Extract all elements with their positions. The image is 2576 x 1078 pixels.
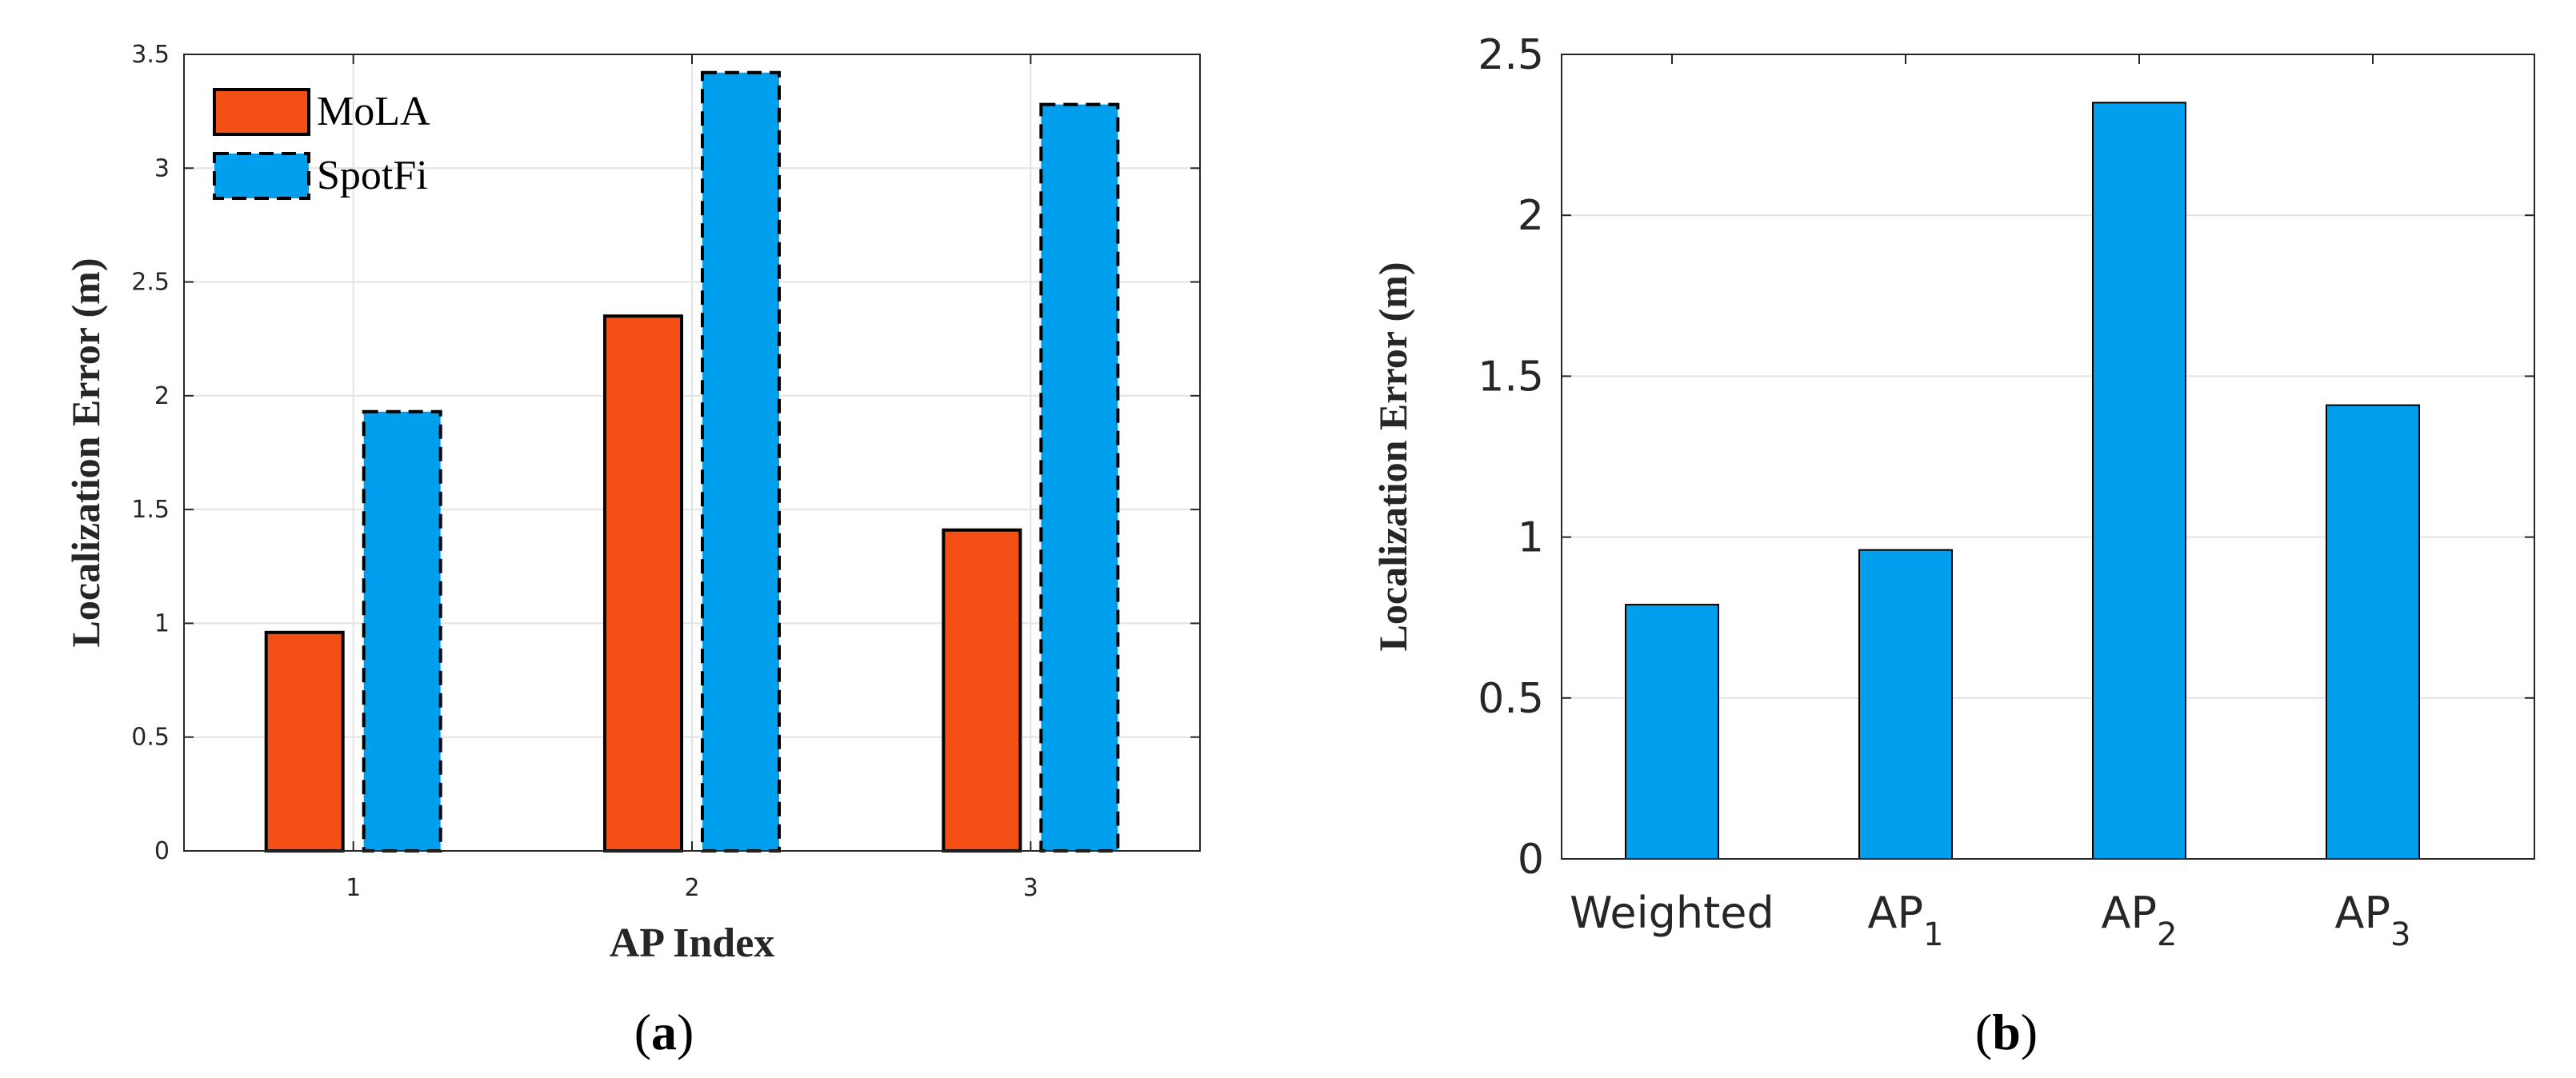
legend-label-mola: MoLA [317,89,430,134]
x-tick-label: AP2 [2102,888,2178,953]
bar-ap3 [2326,404,2420,860]
legend-a: MoLA SpotFi [213,88,430,200]
y-tick-label: 2.5 [131,269,170,297]
legend-swatch-mola [213,88,310,136]
caption-paren-open: ( [1975,1004,1992,1060]
bar-mola-3 [942,528,1022,852]
bar-weighted [1625,604,1719,860]
caption-letter: a [651,1004,677,1060]
x-tick-label: Weighted [1570,888,1774,938]
panel-caption-b: (b) [1975,1004,2038,1060]
bar-ap1 [1858,549,1953,860]
y-tick-label: 2 [1518,192,1544,240]
legend-label-spotfi: SpotFi [317,153,428,198]
y-tick-label: 1.5 [131,496,170,524]
x-tick-label-subscript: 1 [1923,916,1943,953]
y-tick-label: 2.5 [1478,31,1544,79]
y-tick-label: 2 [154,382,170,410]
x-tick-label: AP3 [2335,888,2411,953]
x-axis-label: AP Index [610,920,775,966]
chart-panel-a: 0 0.5 1 1.5 2 2.5 3 3.5 1 2 3 MoLA SpotFi AP Index Loc… [63,41,1201,1060]
x-tick-label-base: AP [2102,888,2158,938]
x-tick-label-base: AP [2335,888,2391,938]
legend-swatch-spotfi [213,152,310,200]
y-tick-label: 3.5 [131,41,170,69]
y-tick-label: 0 [154,837,170,865]
y-tick-label: 1.5 [1478,353,1544,401]
y-tick-label: 0 [1518,836,1544,884]
y-tick-label: 0.5 [1478,675,1544,723]
x-tick-label: 3 [1023,874,1038,902]
x-tick-label-subscript: 2 [2157,916,2177,953]
caption-paren-close: ) [2021,1004,2038,1060]
x-tick-label-subscript: 3 [2390,916,2410,953]
x-tick-label: 1 [346,874,361,902]
y-axis-label: Localization Error (m) [1370,262,1415,652]
bar-mola-2 [603,314,683,852]
bar-spotfi-3 [1039,102,1120,852]
x-tick-label-base: AP [1868,888,1924,938]
x-tick-label: AP1 [1868,888,1944,953]
y-tick-label: 0.5 [131,724,170,752]
bar-spotfi-1 [362,409,442,852]
axes-box-a [183,54,1201,852]
panel-caption-a: (a) [634,1004,694,1060]
bar-mola-1 [264,630,345,852]
y-tick-label: 1 [154,609,170,637]
y-tick-label: 1 [1518,514,1544,562]
caption-letter: b [1992,1004,2021,1060]
caption-paren-close: ) [677,1004,694,1060]
y-tick-label: 3 [154,154,170,182]
bar-spotfi-2 [701,70,781,853]
caption-paren-open: ( [634,1004,651,1060]
bar-ap2 [2092,102,2186,860]
axes-box-b [1561,54,2535,860]
x-tick-label-base: Weighted [1570,888,1774,938]
x-tick-label: 2 [684,874,699,902]
y-axis-label: Localization Error (m) [63,258,108,648]
